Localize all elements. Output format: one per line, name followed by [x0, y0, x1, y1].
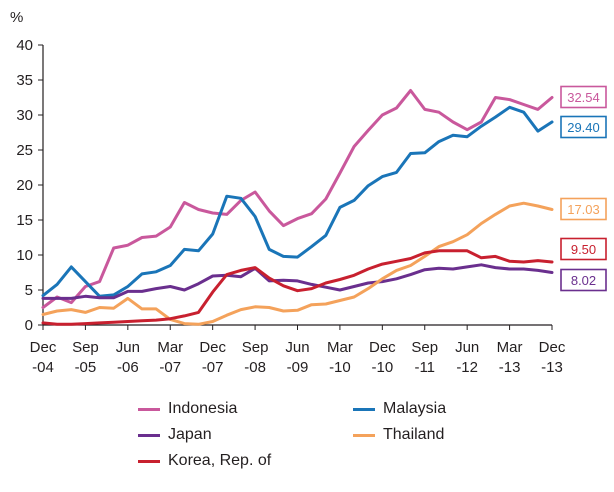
- x-tick-label-year: -13: [499, 359, 521, 376]
- x-tick-label-month: Jun: [116, 339, 140, 356]
- x-tick-label-year: -05: [75, 359, 97, 376]
- x-tick-label-year: -10: [371, 359, 393, 376]
- x-tick-label-month: Mar: [497, 339, 523, 356]
- end-label-box-korea-rep-of: [560, 237, 607, 261]
- end-label-malaysia: 29.40: [567, 120, 600, 135]
- x-tick-label-year: -04: [32, 359, 54, 376]
- end-label-box-thailand: [560, 197, 607, 221]
- series-line-malaysia: [41, 105, 554, 298]
- legend-label-indonesia: Indonesia: [168, 400, 238, 417]
- legend-label-japan: Japan: [168, 426, 212, 443]
- legend-label-malaysia: Malaysia: [383, 400, 447, 417]
- end-label-thailand: 17.03: [567, 202, 600, 217]
- plot-area: [41, 45, 554, 326]
- series-line-korea-rep-of: [41, 249, 554, 326]
- x-axis-ticks: Dec -04 Sep -05 Jun -06 Mar -07 Dec -07 Sep -08 Jun -…: [30, 325, 566, 376]
- legend-label-thailand: Thailand: [383, 426, 445, 443]
- legend-swatch-japan: [138, 433, 160, 437]
- y-tick-label: 25: [16, 142, 33, 159]
- end-label-box-indonesia: [560, 85, 607, 109]
- x-tick-label-year: -09: [287, 359, 309, 376]
- legend-item-thailand: Thailand: [353, 426, 444, 444]
- end-label-box-malaysia: [560, 115, 607, 139]
- x-tick-label-month: Dec: [539, 339, 566, 356]
- end-label-japan: 8.02: [571, 273, 596, 288]
- y-tick-label: 40: [16, 37, 33, 54]
- series-line-thailand: [41, 201, 554, 326]
- x-tick-label-month: Jun: [455, 339, 479, 356]
- x-tick-label-year: -06: [117, 359, 139, 376]
- x-tick-label-month: Mar: [327, 339, 353, 356]
- x-tick-label-month: Dec: [369, 339, 396, 356]
- y-tick-label: 35: [16, 72, 33, 89]
- y-tick-label: 20: [16, 177, 33, 194]
- legend-label-korea: Korea, Rep. of: [168, 452, 272, 469]
- legend-item-indonesia: Indonesia: [138, 400, 237, 418]
- x-tick-label-month: Sep: [72, 339, 99, 356]
- legend: Indonesia Malaysia Japan Thailand Korea,…: [138, 400, 598, 480]
- y-tick-label: 10: [16, 247, 33, 264]
- x-tick-label-year: -13: [541, 359, 563, 376]
- legend-item-korea: Korea, Rep. of: [138, 452, 271, 470]
- x-tick-label-month: Sep: [242, 339, 269, 356]
- x-tick-label-month: Dec: [199, 339, 226, 356]
- legend-swatch-indonesia: [138, 407, 160, 411]
- y-tick-label: 15: [16, 212, 33, 229]
- x-tick-label-year: -08: [244, 359, 266, 376]
- end-label-korea-rep-of: 9.50: [571, 242, 596, 257]
- x-tick-label-year: -07: [159, 359, 181, 376]
- legend-item-malaysia: Malaysia: [353, 400, 446, 418]
- x-tick-label-year: -12: [456, 359, 478, 376]
- end-label-indonesia: 32.54: [567, 90, 600, 105]
- end-label-box-japan: [560, 268, 607, 292]
- legend-swatch-malaysia: [353, 407, 375, 411]
- end-value-labels: 32.54 29.40 17.03 9.50 8.02: [560, 85, 607, 292]
- x-tick-label-year: -07: [202, 359, 224, 376]
- x-tick-label-month: Sep: [411, 339, 438, 356]
- x-tick-label-month: Dec: [30, 339, 57, 356]
- y-tick-label: 30: [16, 107, 33, 124]
- legend-swatch-thailand: [353, 433, 375, 437]
- x-tick-label-month: Jun: [285, 339, 309, 356]
- y-axis-unit-label: %: [10, 9, 23, 26]
- y-tick-label: 5: [25, 282, 33, 299]
- x-tick-label-year: -10: [329, 359, 351, 376]
- x-tick-label-year: -11: [414, 359, 435, 376]
- y-tick-label: 0: [25, 317, 33, 334]
- legend-swatch-korea: [138, 459, 160, 463]
- legend-item-japan: Japan: [138, 426, 212, 444]
- series-line-japan: [41, 263, 554, 300]
- y-axis-ticks: 0 5 10 15 20 25 30 35 40: [16, 37, 43, 334]
- series-line-indonesia: [41, 89, 554, 309]
- x-tick-label-month: Mar: [157, 339, 183, 356]
